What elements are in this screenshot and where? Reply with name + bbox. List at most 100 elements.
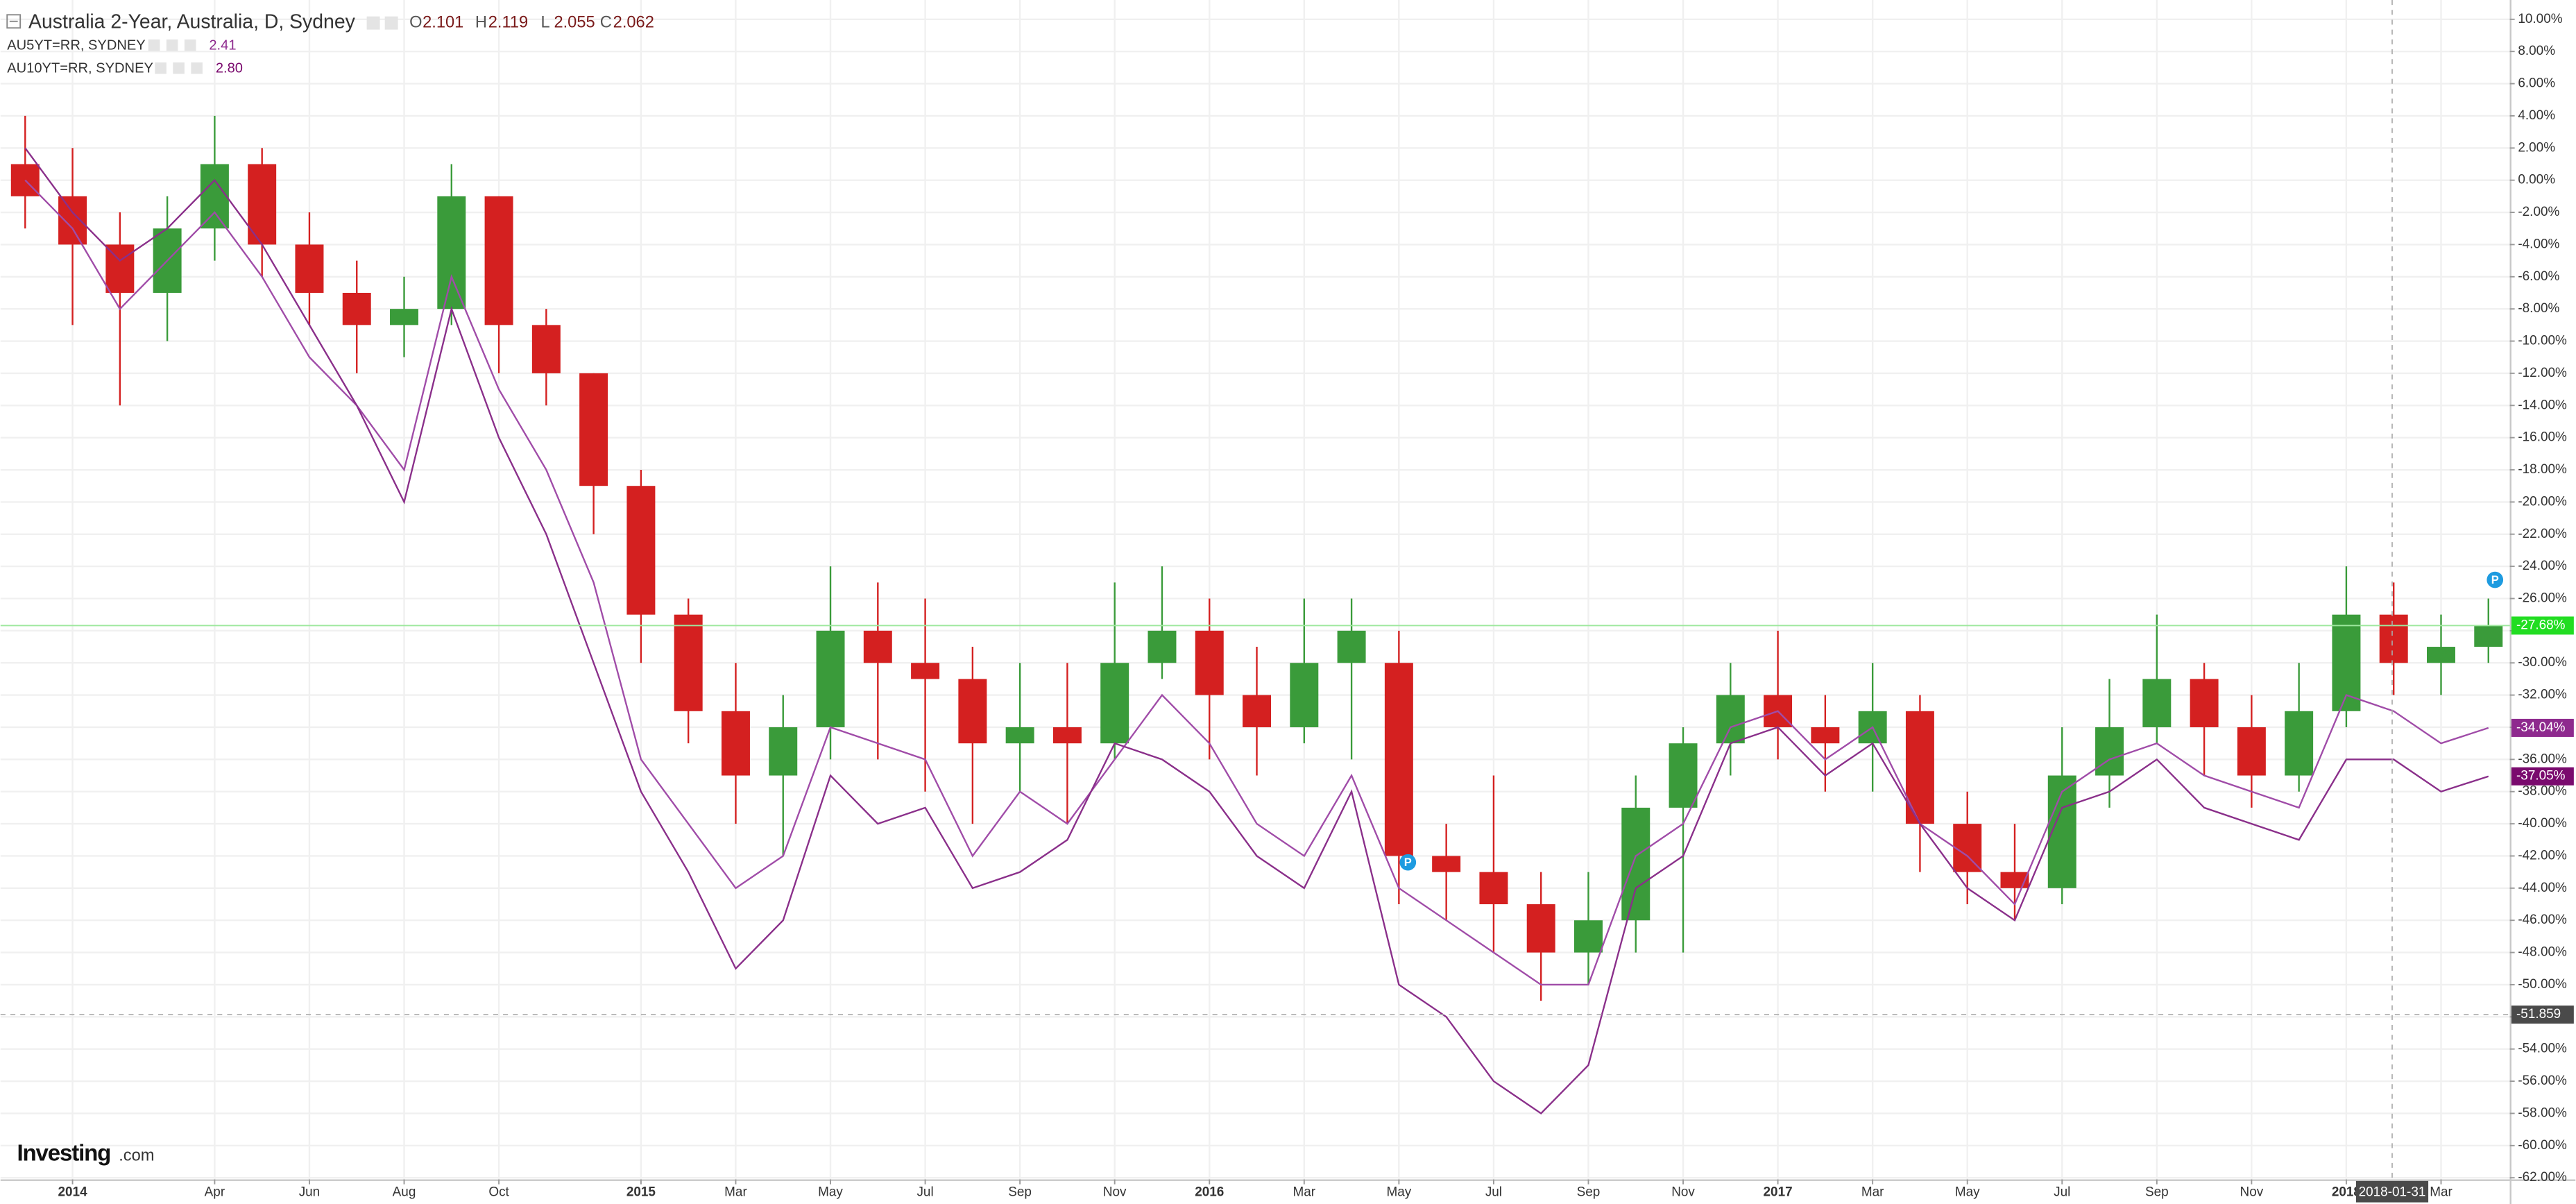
y-tick-label: -46.00% bbox=[2518, 913, 2567, 927]
hide-button[interactable] bbox=[384, 16, 398, 30]
y-tick-label: -60.00% bbox=[2518, 1138, 2567, 1153]
candle-body bbox=[1621, 807, 1650, 921]
candle-body bbox=[2474, 625, 2503, 647]
x-tick-label: Mar bbox=[1861, 1185, 1884, 1199]
logo-brand: Investing bbox=[17, 1141, 110, 1167]
x-tick-label: Sep bbox=[1577, 1185, 1601, 1199]
candle-body bbox=[1148, 630, 1177, 663]
crosshair-x-label: 2018-01-31 bbox=[2359, 1185, 2426, 1199]
settings-button[interactable] bbox=[155, 62, 167, 74]
x-tick-label: Apr bbox=[205, 1185, 225, 1199]
event-marker[interactable]: P bbox=[1399, 854, 1417, 871]
x-tick-label: Nov bbox=[1671, 1185, 1695, 1199]
remove-button[interactable] bbox=[184, 39, 196, 51]
y-tick-label: -44.00% bbox=[2518, 881, 2567, 895]
price-tag bbox=[2511, 616, 2574, 635]
candle-body bbox=[2237, 727, 2266, 776]
y-tick-label: -4.00% bbox=[2518, 237, 2559, 251]
crosshair-y-box bbox=[2511, 1006, 2574, 1024]
legend-series: AU10YT=RR, SYDNEY bbox=[7, 61, 153, 76]
y-tick-label: -6.00% bbox=[2518, 269, 2559, 284]
x-tick-label: Mar bbox=[724, 1185, 747, 1199]
legend-title: Australia 2-Year, Australia, D, Sydney bbox=[28, 11, 356, 33]
x-tick-label: May bbox=[1386, 1185, 1411, 1199]
plot-area bbox=[10, 115, 2503, 1114]
candle-body bbox=[816, 630, 845, 727]
price-tag-label: -27.68% bbox=[2516, 618, 2566, 632]
crosshair-x-box bbox=[2355, 1180, 2429, 1203]
x-tick-label: 2017 bbox=[1764, 1185, 1793, 1199]
logo-suffix: .com bbox=[119, 1147, 154, 1165]
y-tick-label: -12.00% bbox=[2518, 366, 2567, 380]
y-tick-label: -56.00% bbox=[2518, 1074, 2567, 1088]
y-tick-label: -30.00% bbox=[2518, 655, 2567, 670]
candle-body bbox=[958, 679, 987, 744]
candle-body bbox=[911, 663, 940, 679]
candle-body bbox=[1195, 630, 1224, 695]
candle-body bbox=[1384, 663, 1413, 856]
settings-button[interactable] bbox=[148, 39, 160, 51]
x-tick-label: May bbox=[1955, 1185, 1980, 1199]
candle-body bbox=[674, 614, 703, 711]
x-tick-label: Jul bbox=[1485, 1185, 1502, 1199]
ohlc-key: O bbox=[409, 13, 422, 31]
x-tick-label: Aug bbox=[393, 1185, 416, 1199]
candle-body bbox=[248, 164, 277, 245]
x-tick-label: 2018 bbox=[2332, 1185, 2361, 1199]
settings-button[interactable] bbox=[366, 16, 380, 30]
candle-body bbox=[1526, 904, 1555, 953]
y-tick-label: 6.00% bbox=[2518, 76, 2555, 91]
hide-button[interactable] bbox=[166, 39, 178, 51]
y-tick-label: -36.00% bbox=[2518, 752, 2567, 766]
candle-body bbox=[531, 325, 561, 373]
y-tick-label: -50.00% bbox=[2518, 977, 2567, 992]
candle-body bbox=[1953, 824, 1982, 872]
ohlc-value: 2.055 bbox=[554, 13, 595, 31]
hide-button[interactable] bbox=[173, 62, 185, 74]
remove-button[interactable] bbox=[191, 62, 203, 74]
series-line bbox=[24, 179, 2489, 986]
candle-body bbox=[579, 373, 608, 486]
candle-body bbox=[2000, 872, 2029, 888]
candle-body bbox=[626, 486, 656, 615]
series-line bbox=[24, 147, 2489, 1114]
y-tick-label: -16.00% bbox=[2518, 430, 2567, 445]
y-tick-label: -58.00% bbox=[2518, 1105, 2567, 1120]
crosshair-y-label: -51.859 bbox=[2516, 1007, 2561, 1021]
event-marker[interactable]: P bbox=[2487, 571, 2504, 588]
x-tick-label: May bbox=[818, 1185, 843, 1199]
svg-text:P: P bbox=[1404, 856, 1412, 869]
x-tick-label: Mar bbox=[2430, 1185, 2453, 1199]
legend: Australia 2-Year, Australia, D, Sydney A… bbox=[6, 11, 654, 76]
y-tick-label: -40.00% bbox=[2518, 816, 2567, 831]
y-tick-label: -18.00% bbox=[2518, 462, 2567, 477]
price-tag-label: -37.05% bbox=[2516, 769, 2566, 783]
x-tick-label: Jul bbox=[2054, 1185, 2070, 1199]
y-tick-label: 0.00% bbox=[2518, 173, 2555, 187]
candle-body bbox=[105, 244, 135, 293]
candle-body bbox=[2379, 614, 2408, 663]
y-tick-label: -42.00% bbox=[2518, 848, 2567, 863]
candle-body bbox=[1479, 872, 1508, 905]
legend-value: 2.41 bbox=[209, 38, 236, 53]
ohlc-key: L bbox=[541, 13, 550, 31]
price-tag-label: -34.04% bbox=[2516, 720, 2566, 735]
y-tick-label: 2.00% bbox=[2518, 140, 2555, 155]
logo: Investing .com bbox=[17, 1141, 154, 1167]
collapse-button[interactable] bbox=[6, 14, 22, 29]
candle-body bbox=[390, 309, 418, 325]
price-tag bbox=[2511, 767, 2574, 786]
x-tick-label: Sep bbox=[1008, 1185, 1032, 1199]
candle-body bbox=[2190, 679, 2219, 727]
y-tick-label: 8.00% bbox=[2518, 44, 2555, 58]
svg-text:P: P bbox=[2491, 573, 2499, 586]
candle-body bbox=[1290, 663, 1319, 727]
y-tick-label: -26.00% bbox=[2518, 591, 2567, 605]
x-tick-label: Nov bbox=[2240, 1185, 2264, 1199]
candle-body bbox=[484, 196, 513, 325]
ohlc-value: 2.101 bbox=[423, 13, 463, 31]
candle-body bbox=[1243, 695, 1272, 727]
y-tick-label: -22.00% bbox=[2518, 527, 2567, 541]
